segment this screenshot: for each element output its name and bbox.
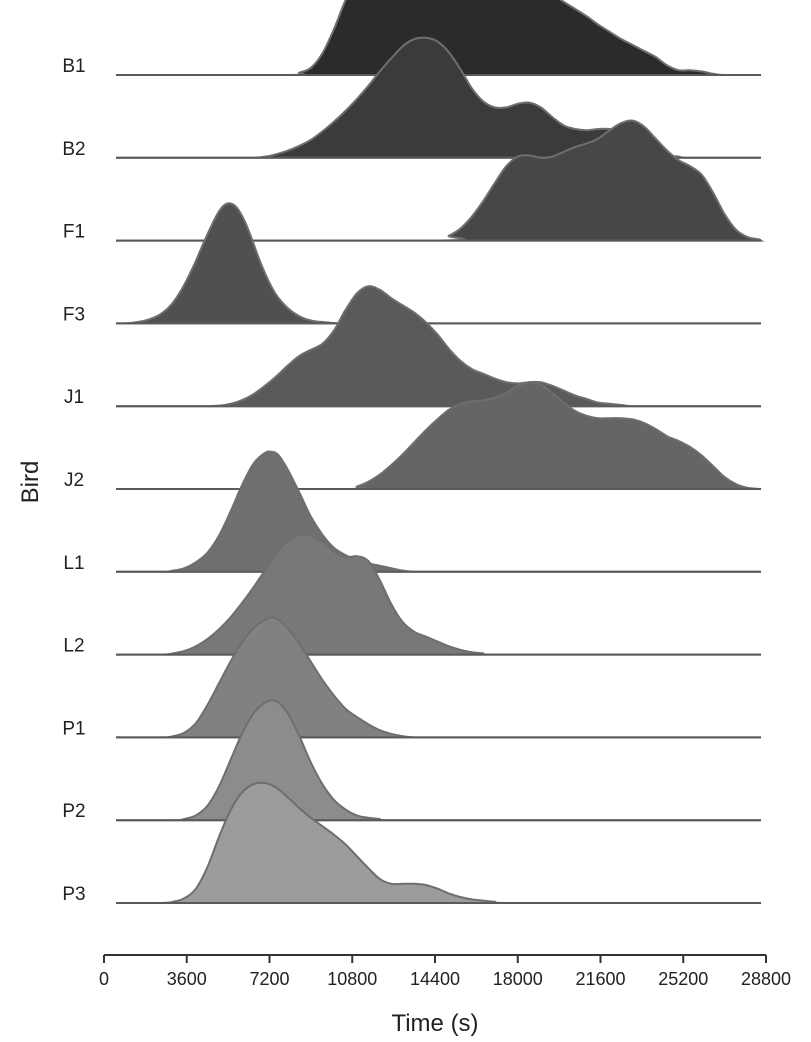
ridge-f3 <box>116 202 761 325</box>
x-tick-label-10800: 10800 <box>327 969 377 989</box>
ridge-area-b1 <box>115 0 761 77</box>
x-tick-label-0: 0 <box>99 969 109 989</box>
bird-label-l2: L2 <box>63 636 84 657</box>
bird-label-b2: B2 <box>62 139 85 160</box>
ridge-b2 <box>116 36 761 159</box>
x-ticks-group: 0 3600 7200 10800 14400 18000 21600 25200 28800 <box>99 955 791 989</box>
ridge-area-p3 <box>116 781 761 904</box>
ridge-area-f1 <box>116 119 765 242</box>
bird-labels-group: B1 B2 F1 F3 J1 J2 L1 L2 P1 P2 P3 <box>62 56 85 905</box>
y-axis-title: Bird <box>17 461 44 504</box>
x-tick-label-18000: 18000 <box>493 969 543 989</box>
x-axis-title: Time (s) <box>391 1010 478 1037</box>
ridge-area-j1 <box>116 285 761 408</box>
x-tick-label-3600: 3600 <box>167 969 207 989</box>
bird-label-l1: L1 <box>63 553 84 574</box>
x-tick-label-7200: 7200 <box>249 969 289 989</box>
bird-label-j2: J2 <box>64 470 84 491</box>
ridge-area-b2 <box>116 36 761 159</box>
bird-label-f3: F3 <box>63 304 85 325</box>
x-axis: 0 3600 7200 10800 14400 18000 21600 25200 28800 <box>99 954 791 989</box>
ridge-j2 <box>116 381 762 490</box>
bird-label-b1: B1 <box>62 56 85 77</box>
ridges-group <box>115 0 765 904</box>
bird-label-j1: J1 <box>64 387 84 408</box>
bird-label-p1: P1 <box>62 718 85 739</box>
ridge-j1 <box>116 285 761 408</box>
ridge-p3 <box>116 781 761 904</box>
x-tick-label-25200: 25200 <box>658 969 708 989</box>
x-tick-label-14400: 14400 <box>410 969 460 989</box>
bird-label-p2: P2 <box>62 801 85 822</box>
ridge-area-l1 <box>116 450 761 573</box>
x-tick-label-21600: 21600 <box>575 969 625 989</box>
bird-label-f1: F1 <box>63 222 85 243</box>
ridge-l1 <box>116 450 761 573</box>
bird-label-p3: P3 <box>62 884 85 905</box>
x-tick-label-28800: 28800 <box>741 969 791 989</box>
ridge-area-j2 <box>116 381 762 490</box>
